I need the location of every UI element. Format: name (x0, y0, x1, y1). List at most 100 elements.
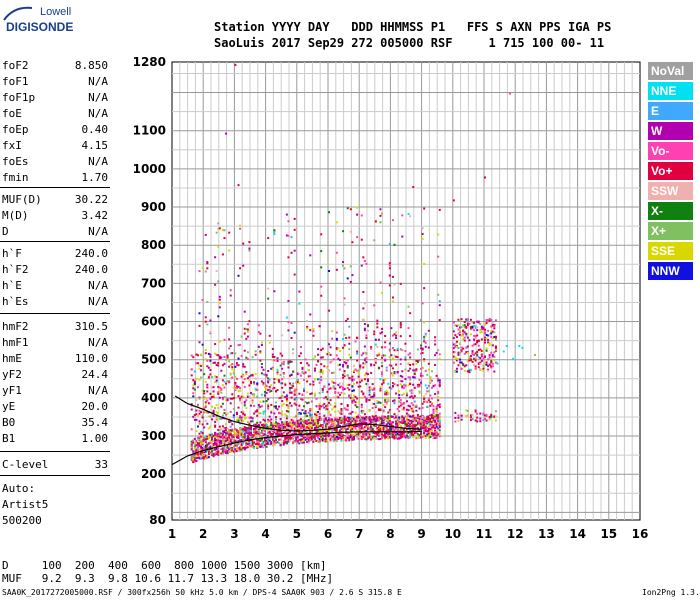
echo-point (474, 335, 477, 338)
echo-point (306, 414, 309, 417)
echo-point (256, 446, 259, 449)
echo-point (262, 423, 265, 426)
echo-point (298, 290, 301, 293)
echo-point (429, 401, 432, 404)
echo-point (474, 336, 477, 339)
echo-point (217, 245, 220, 248)
echo-point (399, 401, 402, 404)
echo-point (463, 324, 466, 327)
echo-point (435, 425, 438, 428)
echo-point (231, 435, 234, 438)
y-tick-label: 1000 (133, 162, 166, 176)
echo-point (399, 436, 402, 439)
echo-point (250, 404, 252, 407)
param-name: fxI (2, 139, 22, 152)
echo-point (434, 419, 437, 422)
echo-point (245, 442, 248, 445)
echo-point (340, 402, 343, 405)
echo-point (313, 394, 316, 397)
echo-point (267, 377, 270, 380)
echo-point (200, 376, 203, 379)
echo-point (420, 423, 423, 426)
echo-point (381, 354, 384, 357)
echo-point (324, 429, 327, 432)
echo-point (399, 431, 402, 434)
echo-point (412, 404, 415, 407)
echo-point (401, 435, 404, 438)
echo-point (278, 405, 281, 408)
echo-point (253, 434, 256, 437)
param-name: foEs (2, 155, 29, 168)
echo-point (271, 436, 274, 439)
echo-point (190, 368, 193, 371)
echo-point (407, 327, 410, 330)
echo-point (533, 353, 536, 356)
echo-point (307, 424, 310, 427)
echo-point (256, 414, 259, 417)
echo-point (298, 413, 301, 416)
echo-point (287, 421, 290, 424)
echo-point (406, 436, 408, 439)
echo-point (387, 400, 390, 403)
echo-point (382, 430, 385, 433)
echo-point (245, 328, 248, 331)
echo-point (251, 393, 254, 396)
echo-point (326, 432, 329, 435)
echo-point (304, 438, 307, 441)
echo-point (211, 396, 213, 399)
echo-point (474, 343, 477, 346)
echo-point (381, 371, 384, 374)
echo-point (251, 442, 254, 445)
echo-point (335, 438, 338, 441)
echo-point (484, 356, 486, 359)
echo-point (309, 408, 312, 411)
echo-point (320, 233, 323, 236)
echo-point (248, 429, 251, 432)
echo-point (226, 380, 229, 383)
param-row: h`F2 240.0 (2, 262, 108, 279)
echo-point (201, 364, 204, 367)
echo-point (343, 375, 346, 378)
echo-point (328, 426, 330, 429)
echo-point (292, 382, 295, 385)
echo-point (434, 437, 437, 440)
echo-point (337, 364, 340, 367)
echo-point (239, 399, 242, 402)
echo-point (434, 363, 437, 366)
param-name: foF1p (2, 91, 36, 104)
echo-point (474, 325, 477, 328)
echo-point (226, 444, 229, 447)
echo-point (413, 369, 416, 372)
echo-point (463, 365, 466, 368)
echo-point (264, 439, 267, 442)
legend-item-nnw: NNW (648, 262, 693, 280)
echo-point (284, 441, 287, 444)
echo-point (398, 405, 401, 408)
echo-point (240, 411, 243, 414)
echo-point (195, 441, 198, 444)
echo-point (331, 408, 334, 411)
echo-point (235, 411, 238, 414)
echo-point (298, 427, 301, 430)
echo-point (223, 436, 226, 439)
echo-point (421, 420, 424, 423)
echo-point (218, 302, 221, 305)
echo-point (363, 345, 366, 348)
echo-point (398, 416, 401, 419)
echo-point (457, 351, 460, 354)
echo-point (281, 367, 284, 370)
echo-point (284, 428, 287, 431)
echo-point (276, 369, 279, 372)
echo-point (418, 391, 421, 394)
echo-point (409, 382, 412, 385)
echo-point (242, 419, 245, 422)
echo-point (421, 435, 424, 438)
y-tick-label: 700 (141, 276, 166, 290)
echo-point (477, 339, 480, 342)
echo-point (424, 429, 427, 432)
echo-point (382, 409, 385, 412)
echo-point (460, 349, 463, 352)
echo-point (211, 418, 213, 421)
echo-point (459, 326, 462, 329)
echo-point (234, 63, 237, 66)
